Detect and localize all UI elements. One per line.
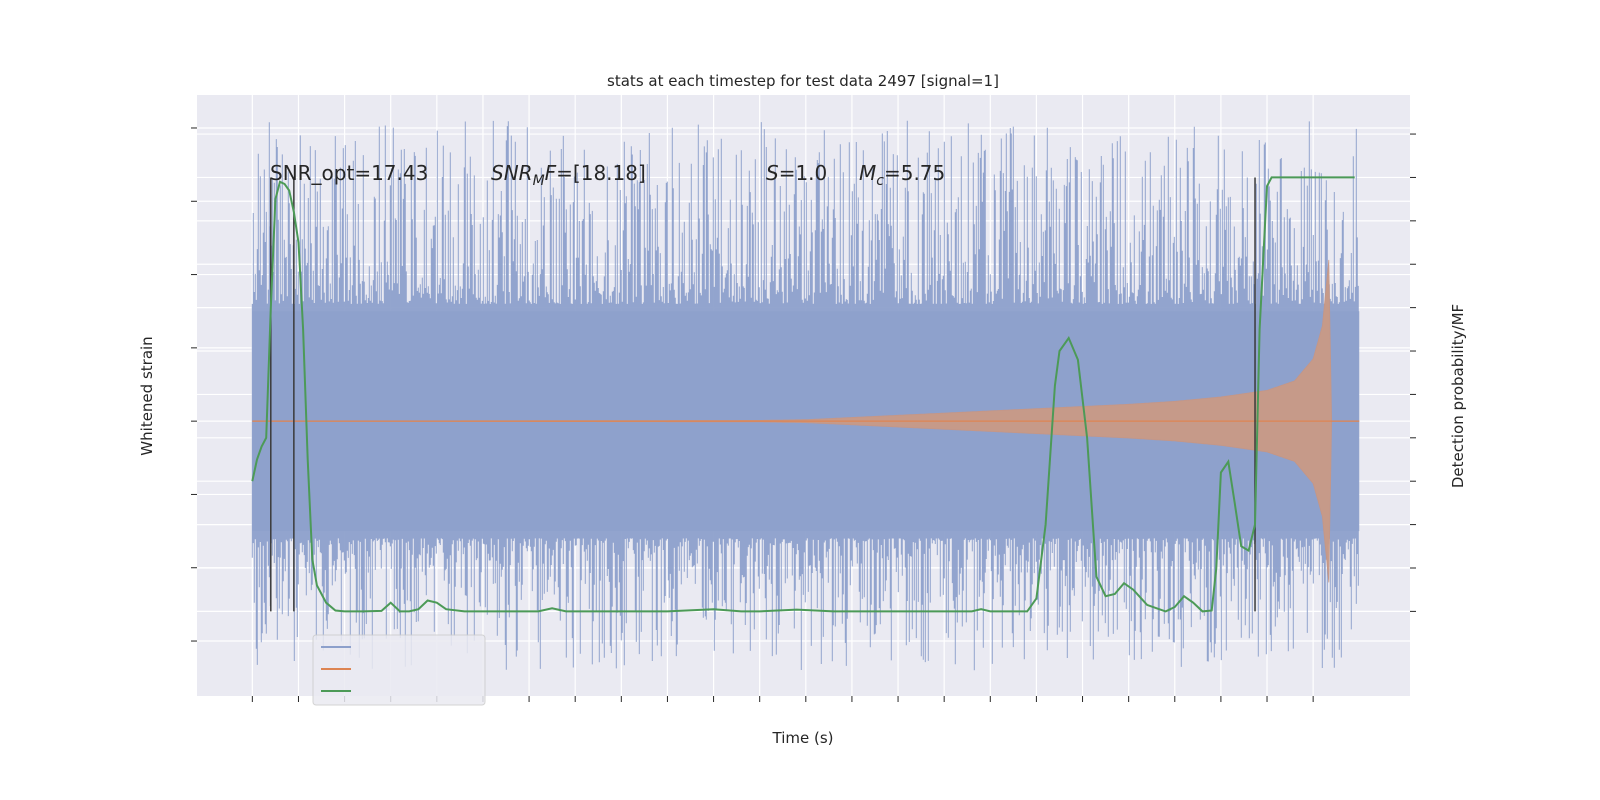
y-axis-label: Whitened strain: [138, 336, 156, 455]
y2-axis-label: Detection probability/MF: [1449, 304, 1467, 488]
legend-box: [312, 634, 486, 706]
legend: [312, 634, 486, 706]
annotations: SNR_opt=17.43 SNRMF=[18.18] S=1.0 Mc=5.7…: [270, 161, 945, 189]
chart-title: stats at each timestep for test data 249…: [607, 72, 999, 90]
snr-opt-annotation: SNR_opt=17.43: [270, 161, 428, 185]
s-annotation: S=1.0: [766, 161, 827, 185]
plot-series: [251, 120, 1360, 671]
x-axis-label: Time (s): [772, 729, 834, 747]
signal-statistics-line: [251, 176, 1355, 613]
mc-annotation: Mc=5.75: [859, 161, 945, 189]
snr-mf-annotation: SNRMF=[18.18]: [491, 161, 646, 189]
